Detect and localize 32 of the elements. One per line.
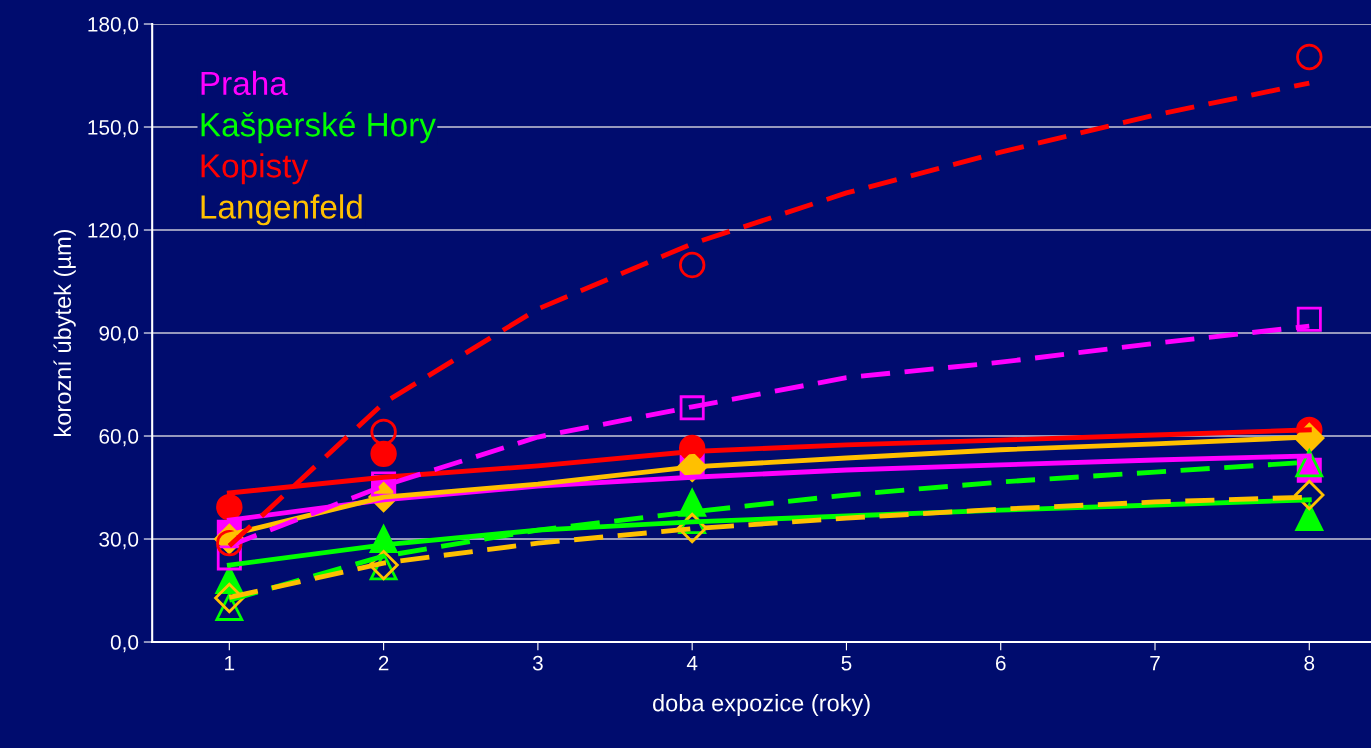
point (214, 582, 245, 614)
x-tick-label: 2 (378, 655, 389, 671)
point (1296, 306, 1322, 332)
x-tick-label: 6 (995, 655, 1006, 671)
point (370, 440, 397, 468)
y-tick-label: 30,0 (99, 532, 139, 550)
x-tick-label: 8 (1304, 655, 1315, 671)
y-tick-label: 0,0 (110, 635, 139, 653)
point (370, 418, 397, 446)
point (216, 493, 243, 521)
point (1294, 479, 1325, 511)
text: Langenfeld (201, 194, 362, 226)
point (679, 395, 705, 421)
text: Kašperské Hory (201, 111, 436, 144)
point (678, 251, 706, 279)
y-tick-label: 60,0 (99, 429, 139, 447)
x-tick-label: 5 (841, 655, 852, 671)
x-tick-label: 1 (225, 655, 235, 671)
point (1295, 503, 1324, 531)
y-tick-label: 150,0 (88, 120, 139, 138)
text: Praha (201, 70, 288, 96)
y-tick-label: 120,0 (88, 223, 139, 241)
point (1294, 447, 1324, 478)
x-tick-label: 4 (686, 655, 698, 671)
x-tick-label: 7 (1150, 655, 1160, 671)
y-tick-label: 90,0 (99, 326, 139, 344)
x-tick-label: 3 (532, 655, 543, 671)
text: Kopisty (201, 153, 309, 185)
y-tick-label: 180,0 (88, 17, 139, 35)
point (1296, 43, 1323, 71)
x-axis-title: doba expozice (roky) (653, 694, 870, 717)
y-axis-title: korozní úbytek (µm) (53, 229, 76, 436)
